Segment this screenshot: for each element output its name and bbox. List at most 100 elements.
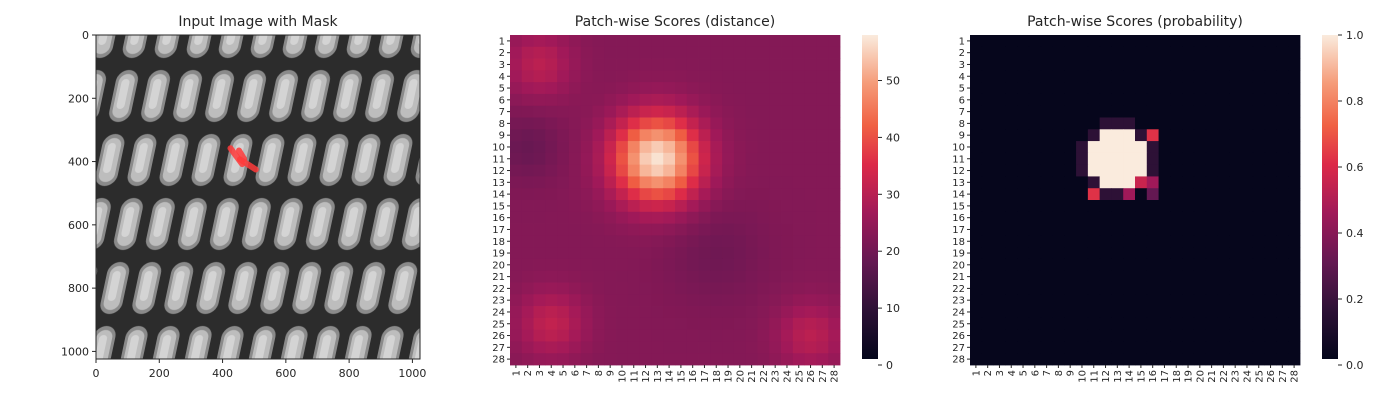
heatmap-cell — [1241, 82, 1254, 95]
heatmap-cell — [533, 317, 546, 331]
heatmap-cell — [1040, 282, 1053, 295]
heatmap-cell — [1146, 152, 1159, 166]
heatmap-cell — [722, 164, 735, 177]
heatmap-cell — [533, 105, 546, 118]
heatmap-cell — [1040, 129, 1053, 142]
heatmap-cell — [627, 329, 641, 342]
heatmap-cell — [769, 306, 782, 319]
heatmap-cell — [1135, 82, 1148, 95]
heatmap-cell — [1170, 117, 1183, 130]
heatmap-cell — [568, 247, 582, 260]
heatmap-cell — [545, 317, 558, 331]
heatmap-cell — [1288, 46, 1301, 59]
heatmap-cell — [663, 341, 676, 354]
heatmap-cell — [521, 105, 534, 118]
heatmap-cell — [1158, 294, 1171, 307]
heatmap-cell — [710, 176, 723, 189]
heatmap-cell — [781, 117, 794, 130]
heatmap-cell — [993, 353, 1006, 366]
heatmap-cell — [1205, 105, 1218, 118]
heatmap-cell — [1158, 82, 1171, 95]
heatmap-cell — [568, 152, 582, 166]
heatmap-cell — [1111, 141, 1124, 154]
heatmap-cell — [769, 141, 782, 154]
heatmap-cell — [816, 211, 829, 224]
x-tick-label: 22 — [1219, 370, 1230, 383]
heatmap-cell — [710, 317, 723, 331]
heatmap-cell — [592, 353, 605, 366]
heatmap-cell — [1264, 58, 1277, 71]
heatmap-cell — [651, 270, 664, 283]
heatmap-cell — [627, 93, 641, 107]
heatmap-cell — [1087, 93, 1101, 107]
heatmap-cell — [828, 70, 841, 83]
heatmap-cell — [981, 306, 994, 319]
heatmap-cell — [1087, 223, 1101, 236]
x-tick-label: 18 — [1172, 370, 1183, 383]
heatmap-cell — [1158, 353, 1171, 366]
heatmap-cell — [781, 235, 794, 248]
heatmap-cell — [769, 211, 782, 224]
heatmap-cell — [781, 282, 794, 295]
heatmap-cell — [1052, 200, 1065, 213]
heatmap-cell — [1288, 247, 1301, 260]
heatmap-cell — [1229, 176, 1242, 189]
heatmap-cell — [1111, 93, 1124, 107]
heatmap-cell — [1123, 164, 1136, 177]
heatmap-cell — [1040, 152, 1053, 166]
heatmap-cell — [521, 270, 534, 283]
heatmap-cell — [1241, 176, 1254, 189]
heatmap-cell — [510, 200, 523, 213]
heatmap-cell — [1076, 306, 1089, 319]
heatmap-cell — [1252, 317, 1266, 331]
heatmap-cell — [1052, 223, 1065, 236]
heatmap-cell — [1017, 46, 1030, 59]
heatmap-cell — [1017, 317, 1030, 331]
probability-x-ticks: 1 2 3 4 5 6 7 8 9 10 11 12 13 14 15 16 17 18 19 20 21 22 23 24 2… — [971, 365, 1301, 383]
heatmap-cell — [651, 188, 664, 201]
heatmap-cell — [675, 70, 688, 83]
heatmap-cell — [804, 152, 817, 166]
heatmap-cell — [616, 341, 629, 354]
heatmap-cell — [1241, 223, 1254, 236]
heatmap-cell — [616, 164, 629, 177]
heatmap-cell — [663, 188, 676, 201]
heatmap-cell — [733, 46, 747, 59]
heatmap-cell — [663, 58, 676, 71]
heatmap-cell — [510, 258, 523, 272]
heatmap-cell — [1052, 353, 1065, 366]
heatmap-cell — [675, 200, 688, 213]
heatmap-cell — [781, 58, 794, 71]
heatmap-cell — [651, 35, 664, 48]
y-tick-label: 26 — [952, 331, 965, 342]
y-tick-label: 13 — [952, 178, 965, 189]
heatmap-cell — [616, 258, 629, 272]
heatmap-cell — [1288, 35, 1301, 48]
heatmap-cell — [710, 70, 723, 83]
heatmap-cell — [510, 317, 523, 331]
heatmap-cell — [533, 152, 546, 166]
heatmap-cell — [592, 294, 605, 307]
heatmap-cell — [1217, 93, 1230, 107]
heatmap-cell — [1158, 164, 1171, 177]
heatmap-cell — [616, 141, 629, 154]
heatmap-cell — [804, 270, 817, 283]
heatmap-cell — [1017, 164, 1030, 177]
heatmap-cell — [981, 152, 994, 166]
heatmap-cell — [1276, 247, 1289, 260]
heatmap-cell — [533, 35, 546, 48]
heatmap-cell — [675, 164, 688, 177]
heatmap-cell — [1252, 35, 1266, 48]
heatmap-cell — [816, 82, 829, 95]
heatmap-cell — [792, 329, 806, 342]
heatmap-cell — [639, 282, 652, 295]
heatmap-cell — [757, 129, 770, 142]
image-x-ticks: 0 200 400 600 800 1000 — [93, 359, 426, 380]
heatmap-cell — [722, 306, 735, 319]
heatmap-cell — [1193, 282, 1207, 295]
heatmap-cell — [1264, 306, 1277, 319]
heatmap-cell — [1229, 58, 1242, 71]
heatmap-cell — [1276, 211, 1289, 224]
